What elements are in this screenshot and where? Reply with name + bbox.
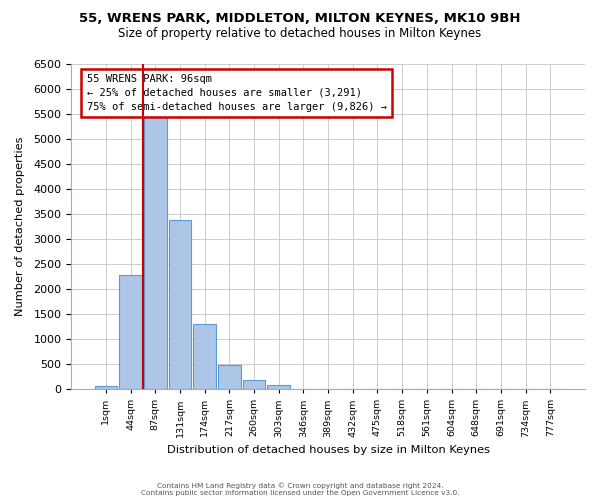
Text: Contains public sector information licensed under the Open Government Licence v3: Contains public sector information licen… bbox=[140, 490, 460, 496]
Text: Contains HM Land Registry data © Crown copyright and database right 2024.: Contains HM Land Registry data © Crown c… bbox=[157, 482, 443, 489]
Bar bbox=[169, 220, 191, 389]
Bar bbox=[268, 384, 290, 389]
Text: Size of property relative to detached houses in Milton Keynes: Size of property relative to detached ho… bbox=[118, 28, 482, 40]
Bar bbox=[218, 365, 241, 389]
Bar bbox=[144, 116, 167, 389]
Text: 55 WRENS PARK: 96sqm
← 25% of detached houses are smaller (3,291)
75% of semi-de: 55 WRENS PARK: 96sqm ← 25% of detached h… bbox=[86, 74, 386, 112]
Y-axis label: Number of detached properties: Number of detached properties bbox=[15, 137, 25, 316]
Bar bbox=[242, 380, 265, 389]
Text: 55, WRENS PARK, MIDDLETON, MILTON KEYNES, MK10 9BH: 55, WRENS PARK, MIDDLETON, MILTON KEYNES… bbox=[79, 12, 521, 26]
Bar bbox=[193, 324, 216, 389]
Bar bbox=[119, 275, 142, 389]
X-axis label: Distribution of detached houses by size in Milton Keynes: Distribution of detached houses by size … bbox=[167, 445, 490, 455]
Bar bbox=[95, 386, 117, 389]
